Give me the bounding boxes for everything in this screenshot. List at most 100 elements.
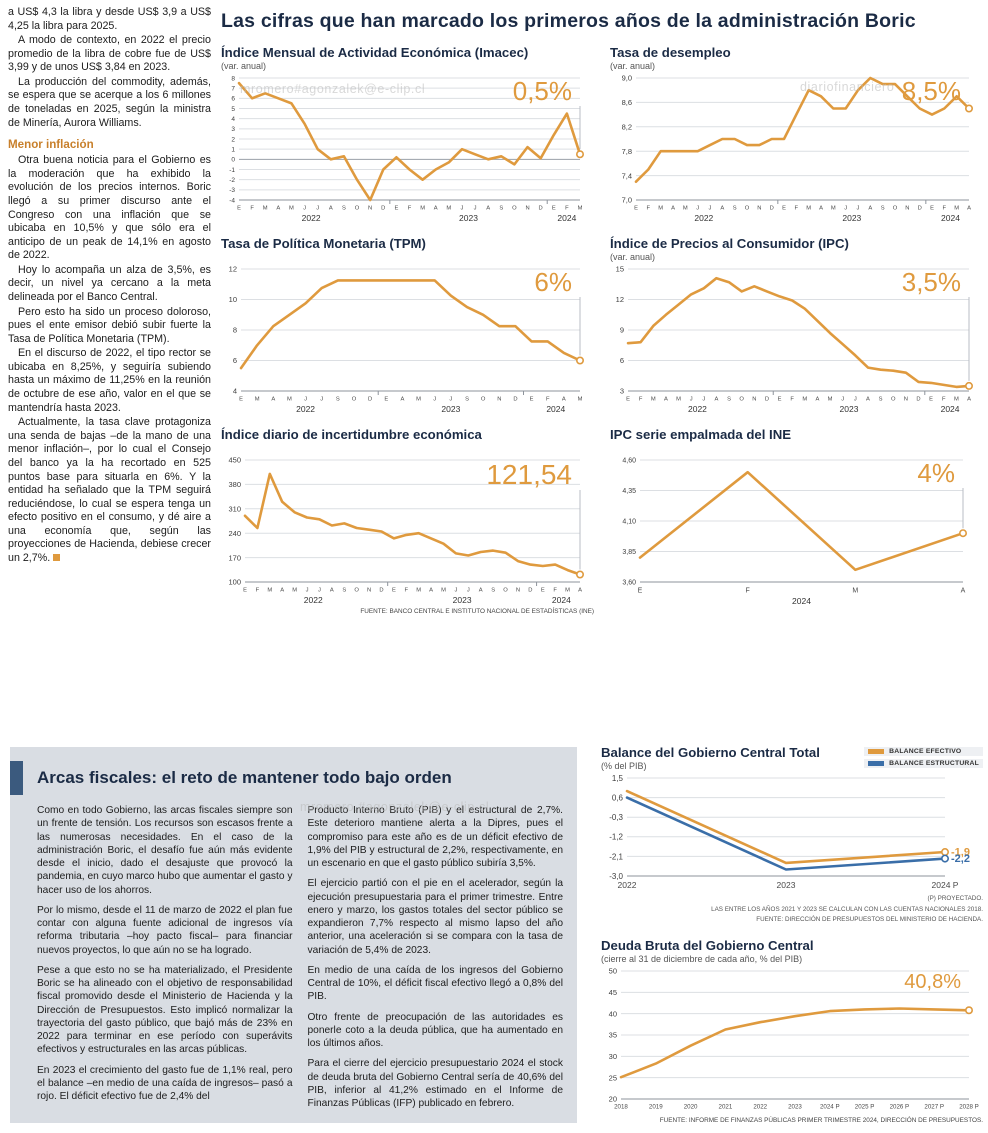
- svg-text:J: J: [474, 205, 477, 211]
- chart-title: Tasa de Política Monetaria (TPM): [221, 236, 426, 251]
- svg-text:S: S: [336, 396, 340, 402]
- svg-text:A: A: [434, 205, 438, 211]
- svg-text:O: O: [891, 396, 896, 402]
- svg-text:0: 0: [231, 157, 235, 164]
- svg-text:3,85: 3,85: [622, 549, 636, 556]
- fiscal-panel-columns: Como en todo Gobierno, las arcas fiscale…: [10, 804, 577, 1117]
- svg-text:S: S: [727, 396, 731, 402]
- svg-text:M: M: [263, 205, 268, 211]
- svg-text:E: E: [778, 396, 782, 402]
- svg-text:A: A: [486, 205, 490, 211]
- svg-text:240: 240: [228, 529, 241, 538]
- svg-text:170: 170: [228, 553, 241, 562]
- svg-text:2026 P: 2026 P: [890, 1104, 910, 1111]
- svg-text:A: A: [866, 396, 870, 402]
- chart-title: Tasa de desempleo: [610, 45, 731, 60]
- fiscal-panel-title: Arcas fiscales: el reto de mantener todo…: [37, 768, 452, 787]
- svg-text:-0,3: -0,3: [609, 813, 623, 822]
- legend-item-efectivo: BALANCE EFECTIVO: [864, 747, 983, 756]
- svg-text:-3,0: -3,0: [609, 872, 623, 881]
- svg-text:E: E: [929, 396, 933, 402]
- svg-text:A: A: [714, 396, 718, 402]
- chart-tpm: Tasa de Política Monetaria (TPM) 12 10 8 6 4…: [221, 236, 594, 415]
- svg-text:D: D: [770, 205, 774, 211]
- svg-text:F: F: [553, 587, 557, 593]
- deuda-chart-plot: 50 45 40 35 30 25 20 2018 2019 2020 2021 2022 2023 20…: [601, 965, 983, 1115]
- svg-text:-1: -1: [229, 167, 235, 174]
- svg-text:2024 P: 2024 P: [820, 1104, 840, 1111]
- svg-text:S: S: [733, 205, 737, 211]
- fiscal-paragraph: Como en todo Gobierno, las arcas fiscale…: [37, 805, 293, 896]
- chart-source: FUENTE: INFORME DE FINANZAS PÚBLICAS PRI…: [659, 1117, 983, 1125]
- svg-text:A: A: [961, 588, 966, 595]
- svg-text:M: M: [852, 588, 858, 595]
- svg-text:12: 12: [229, 265, 237, 274]
- svg-text:J: J: [433, 396, 436, 402]
- chart-subtitle: (var. anual): [610, 61, 656, 71]
- desempleo-chart-plot: 9,0 8,6 8,2 7,8 7,4 7,0 E F M A M J J A S O N D E F M A M J J A S O…: [610, 72, 983, 224]
- svg-text:M: M: [416, 587, 421, 593]
- svg-text:E: E: [541, 587, 545, 593]
- fiscal-paragraph: Producto Interno Bruto (PIB) y el estruc…: [307, 805, 564, 869]
- svg-text:J: J: [854, 396, 857, 402]
- svg-text:E: E: [634, 205, 638, 211]
- svg-text:-3: -3: [229, 187, 235, 194]
- svg-text:E: E: [930, 205, 934, 211]
- svg-text:A: A: [664, 396, 668, 402]
- article-paragraph: Actualmente, la tasa clave protagoniza u…: [8, 416, 211, 565]
- bottom-right-charts: Balance del Gobierno Central Total (% de…: [601, 745, 983, 1124]
- svg-text:M: M: [683, 205, 688, 211]
- svg-text:15: 15: [616, 265, 624, 274]
- chart-title: Índice diario de incertidumbre económica: [221, 427, 482, 442]
- svg-text:S: S: [881, 205, 885, 211]
- svg-text:2018: 2018: [614, 1104, 628, 1111]
- svg-text:J: J: [702, 396, 705, 402]
- svg-text:S: S: [879, 396, 883, 402]
- svg-text:M: M: [954, 396, 959, 402]
- svg-text:-4: -4: [229, 197, 235, 204]
- svg-text:2023: 2023: [459, 213, 478, 223]
- svg-text:N: N: [368, 205, 372, 211]
- svg-text:M: M: [802, 396, 807, 402]
- svg-text:A: A: [819, 205, 823, 211]
- svg-text:380: 380: [228, 480, 241, 489]
- svg-text:8,2: 8,2: [622, 123, 632, 132]
- tpm-chart-plot: 12 10 8 6 4 E M A M J J S O D E A M J J S O N D E F A M 2022 2023 202…: [221, 263, 594, 415]
- svg-text:J: J: [696, 205, 699, 211]
- svg-text:2024: 2024: [941, 404, 960, 414]
- chart-note: FUENTE: DIRECCIÓN DE PRESUPUESTOS DEL MI…: [756, 916, 983, 924]
- chart-source: FUENTE: BANCO CENTRAL E INSTITUTO NACION…: [360, 608, 594, 615]
- svg-text:A: A: [868, 205, 872, 211]
- balance-chart-header: Balance del Gobierno Central Total (% de…: [601, 745, 983, 772]
- svg-text:M: M: [831, 205, 836, 211]
- svg-text:M: M: [658, 205, 663, 211]
- legend-swatch-estructural: [868, 761, 885, 766]
- chart-incertidumbre: Índice diario de incertidumbre económica…: [221, 427, 594, 615]
- svg-text:O: O: [355, 205, 360, 211]
- svg-text:7: 7: [231, 86, 235, 93]
- svg-text:N: N: [367, 587, 371, 593]
- svg-text:A: A: [816, 396, 820, 402]
- svg-text:M: M: [287, 396, 292, 402]
- fiscal-paragraph: Para el cierre del ejercicio presupuesta…: [307, 1058, 564, 1109]
- svg-text:J: J: [454, 587, 457, 593]
- svg-text:M: M: [255, 396, 260, 402]
- svg-text:D: D: [381, 205, 385, 211]
- svg-text:D: D: [918, 205, 922, 211]
- svg-text:J: J: [844, 205, 847, 211]
- svg-text:M: M: [446, 205, 451, 211]
- svg-text:10: 10: [229, 295, 237, 304]
- article-paragraph: La producción del commodity, además, se …: [8, 75, 211, 129]
- svg-text:E: E: [626, 396, 630, 402]
- svg-text:J: J: [690, 396, 693, 402]
- svg-text:2023: 2023: [453, 595, 472, 605]
- svg-text:D: D: [368, 396, 372, 402]
- svg-text:A: A: [720, 205, 724, 211]
- fiscal-panel-header: Arcas fiscales: el reto de mantener todo…: [10, 761, 577, 795]
- chart-subtitle: (cierre al 31 de diciembre de cada año, …: [601, 954, 803, 965]
- svg-text:6%: 6%: [534, 267, 572, 297]
- article-paragraph: En el discurso de 2022, el tipo rector s…: [8, 347, 211, 414]
- svg-text:O: O: [354, 587, 359, 593]
- imacec-chart-plot: 8 7 6 5 4 3 2 1 0 -1 -2 -3 -4 E F M A M J J A S O N D E F M A M J J A S O N…: [221, 72, 594, 224]
- svg-text:2023: 2023: [777, 880, 796, 890]
